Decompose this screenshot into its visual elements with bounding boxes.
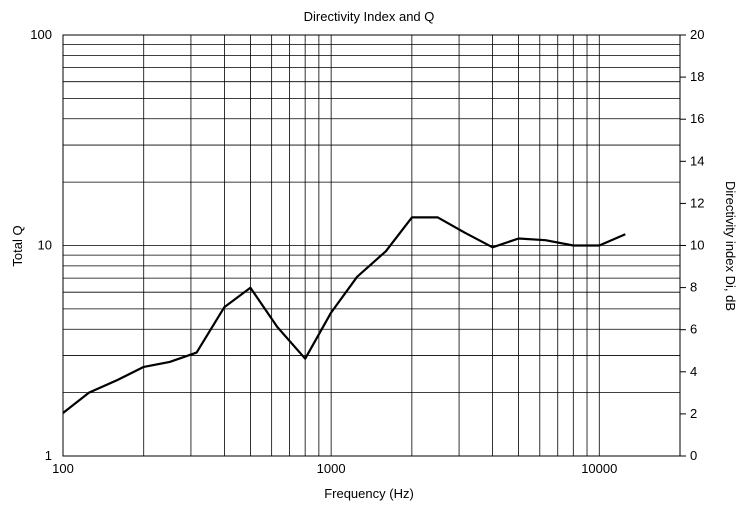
x-axis-label: Frequency (Hz) [324, 486, 414, 501]
y-left-tick-label: 1 [45, 448, 52, 463]
y-axis-right-label: Directivity index Di, dB [723, 181, 736, 311]
chart-title: Directivity Index and Q [304, 9, 435, 24]
y-right-tick-label: 8 [690, 280, 697, 295]
y-right-tick-label: 16 [690, 111, 704, 126]
y-left-tick-label: 100 [30, 27, 52, 42]
x-tick-label: 10000 [581, 461, 617, 476]
y-right-tick-label: 0 [690, 448, 697, 463]
y-right-tick-label: 12 [690, 195, 704, 210]
x-tick-label: 100 [52, 461, 74, 476]
y-left-tick-label: 10 [38, 238, 52, 253]
y-right-tick-label: 6 [690, 322, 697, 337]
y-right-tick-label: 18 [690, 69, 704, 84]
y-right-tick-label: 2 [690, 406, 697, 421]
horizontal-gridlines [63, 44, 680, 394]
y-right-tick-label: 10 [690, 238, 704, 253]
right-axis-ticks [680, 34, 686, 457]
y-right-tick-label: 4 [690, 364, 697, 379]
y-right-tick-label: 20 [690, 27, 704, 42]
series-layer [62, 216, 626, 414]
x-tick-label: 1000 [317, 461, 346, 476]
y-right-tick-label: 14 [690, 153, 704, 168]
y-axis-left-label: Total Q [10, 225, 25, 266]
series-line [62, 216, 626, 414]
